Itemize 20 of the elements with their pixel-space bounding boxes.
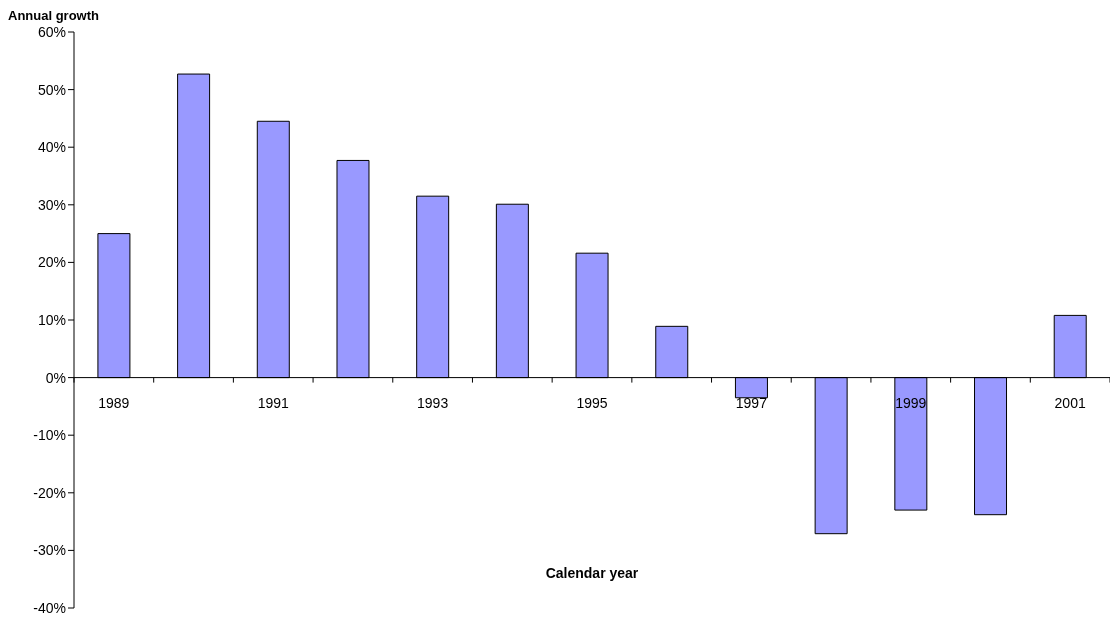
- x-tick-label: 1989: [98, 394, 130, 411]
- y-tick-label: 40%: [37, 139, 66, 156]
- y-tick-label: -10%: [33, 427, 66, 444]
- y-tick-label: 30%: [37, 196, 66, 213]
- x-tick-label: 2001: [1054, 394, 1086, 411]
- y-tick-label: 60%: [37, 23, 66, 40]
- y-axis-title: Annual growth: [8, 8, 99, 23]
- x-tick-label: 1999: [895, 394, 927, 411]
- x-tick-label: 1995: [576, 394, 608, 411]
- x-tick-label: 1991: [257, 394, 290, 411]
- y-tick-label: -20%: [33, 484, 66, 501]
- y-tick-label: 10%: [37, 311, 66, 328]
- x-axis-title: Calendar year: [545, 564, 639, 581]
- x-tick-label: 1997: [735, 394, 768, 411]
- y-tick-label: 20%: [37, 254, 66, 271]
- y-tick-label: 0%: [45, 369, 66, 386]
- y-tick-label: 50%: [37, 81, 66, 98]
- y-tick-label: -30%: [33, 542, 66, 559]
- x-tick-label: 1993: [417, 394, 449, 411]
- y-tick-label: -40%: [33, 599, 66, 616]
